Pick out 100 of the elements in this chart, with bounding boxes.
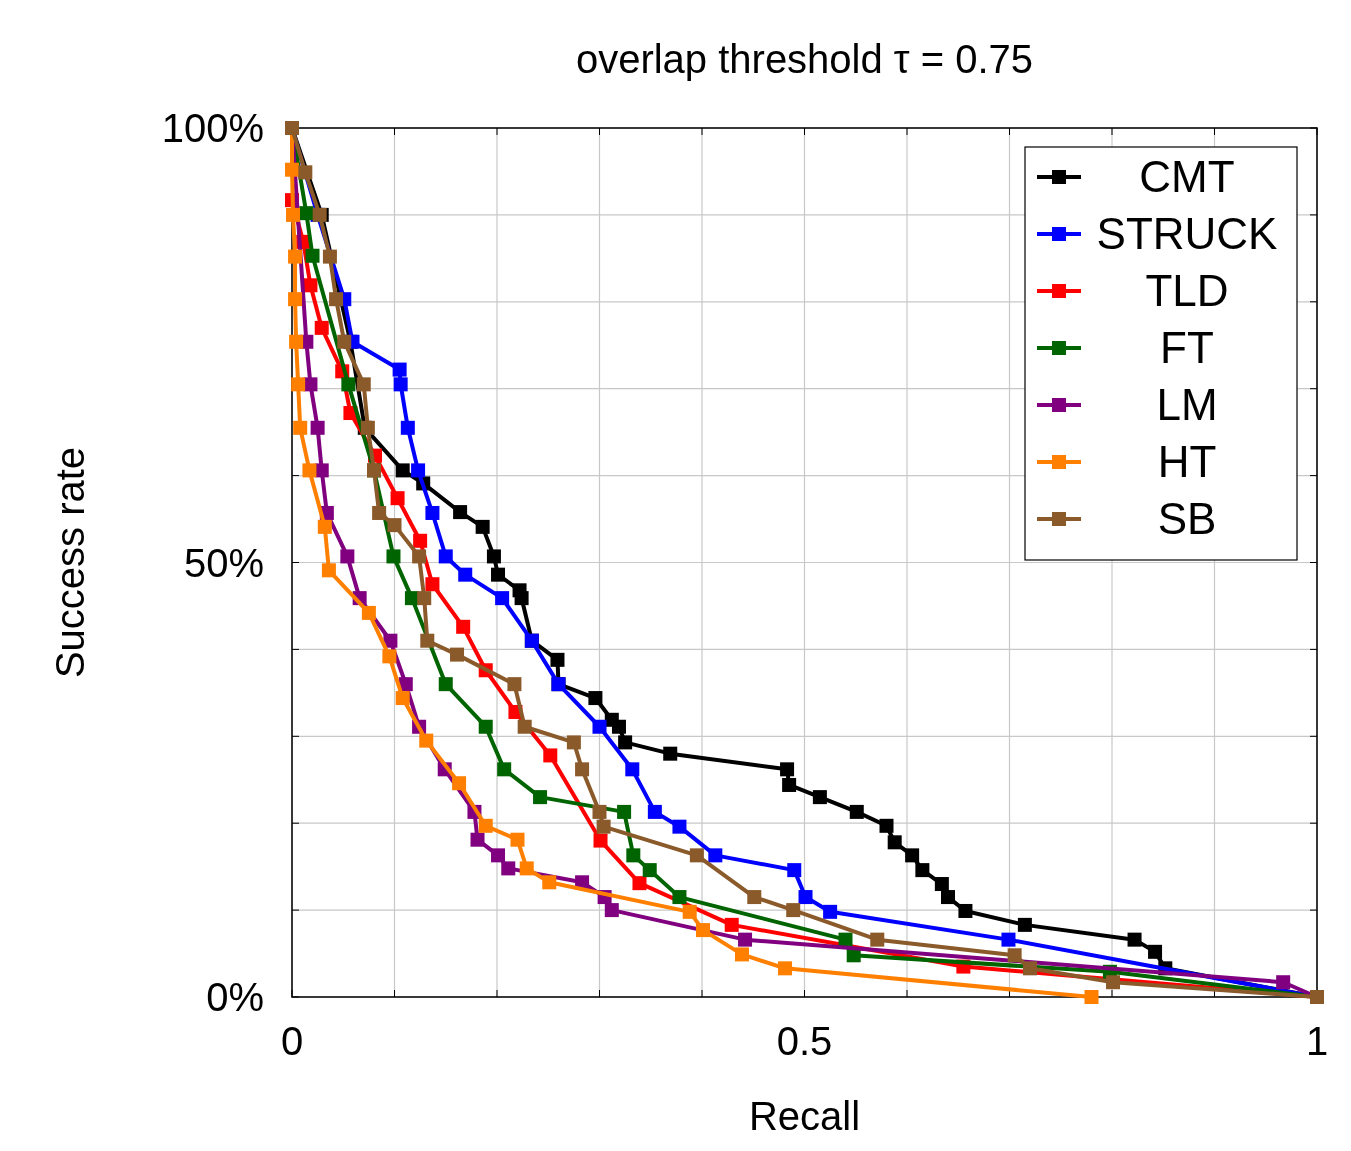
x-axis-title: Recall — [748, 1094, 861, 1138]
point — [533, 790, 548, 805]
point — [870, 932, 885, 947]
point — [420, 633, 435, 648]
point — [958, 903, 973, 918]
x-tick-label: 0 — [280, 1019, 304, 1063]
point — [625, 762, 640, 777]
point — [934, 877, 949, 892]
point — [486, 549, 501, 564]
point — [879, 818, 894, 833]
point — [438, 549, 453, 564]
point — [708, 848, 723, 863]
point — [747, 890, 762, 905]
point — [398, 677, 413, 692]
point — [452, 776, 467, 791]
point — [1084, 990, 1099, 1004]
point — [514, 591, 529, 606]
point — [288, 249, 303, 264]
point — [596, 819, 611, 834]
point — [470, 832, 485, 847]
point — [458, 567, 473, 582]
point — [798, 890, 813, 905]
point — [291, 377, 306, 392]
point — [575, 762, 590, 777]
point — [1007, 948, 1022, 963]
point — [286, 207, 301, 222]
point — [411, 463, 426, 478]
point — [682, 904, 697, 919]
point — [386, 549, 401, 564]
point — [672, 819, 687, 834]
point — [1001, 932, 1016, 947]
point — [400, 420, 415, 435]
point — [592, 719, 607, 734]
y-tick-label: 0% — [206, 975, 264, 1019]
point — [887, 835, 902, 850]
point — [780, 762, 795, 777]
point — [663, 746, 678, 761]
point — [478, 719, 493, 734]
point — [787, 863, 802, 878]
point — [507, 677, 522, 692]
point — [340, 549, 355, 564]
point — [905, 848, 920, 863]
point — [611, 719, 626, 734]
legend-label: HT — [1157, 437, 1217, 486]
x-tick-label: 0.5 — [776, 1019, 833, 1063]
point — [475, 519, 490, 534]
x-tick-label: 1 — [1305, 1019, 1329, 1063]
point — [838, 932, 853, 947]
y-tick-label: 100% — [161, 106, 264, 150]
point — [592, 804, 607, 819]
point — [329, 292, 344, 307]
point — [322, 249, 337, 264]
point — [812, 790, 827, 805]
y-axis-title: Success rate — [48, 446, 92, 679]
point — [734, 947, 749, 962]
point — [314, 320, 329, 335]
point — [823, 904, 838, 919]
point — [617, 804, 632, 819]
point — [302, 463, 317, 478]
point — [689, 848, 704, 863]
point — [356, 377, 371, 392]
point — [510, 832, 525, 847]
point — [361, 605, 376, 620]
point — [915, 863, 930, 878]
point — [419, 733, 434, 748]
point — [438, 677, 453, 692]
point — [517, 719, 532, 734]
point — [782, 777, 797, 792]
point — [738, 932, 753, 947]
point — [1106, 975, 1121, 990]
point — [593, 833, 608, 848]
point — [317, 519, 332, 534]
point — [1148, 944, 1163, 959]
point — [305, 248, 320, 263]
point — [642, 863, 657, 878]
point — [497, 762, 512, 777]
point — [519, 861, 534, 876]
point — [849, 804, 864, 819]
legend-label: CMT — [1139, 152, 1235, 201]
point — [450, 647, 465, 662]
point — [395, 463, 410, 478]
point — [298, 165, 313, 180]
point — [310, 420, 325, 435]
point — [696, 923, 711, 938]
point — [390, 491, 405, 506]
legend-label: STRUCK — [1096, 209, 1278, 258]
point — [341, 377, 356, 392]
point — [387, 518, 402, 533]
legend-label: TLD — [1145, 266, 1229, 315]
point — [478, 818, 493, 833]
point — [618, 735, 633, 750]
point — [299, 206, 314, 221]
point — [632, 876, 647, 891]
point — [412, 549, 427, 564]
point — [337, 334, 352, 349]
legend-label: FT — [1160, 323, 1214, 372]
point — [285, 162, 299, 177]
point — [425, 505, 440, 520]
point — [550, 652, 565, 667]
point — [1276, 975, 1291, 990]
